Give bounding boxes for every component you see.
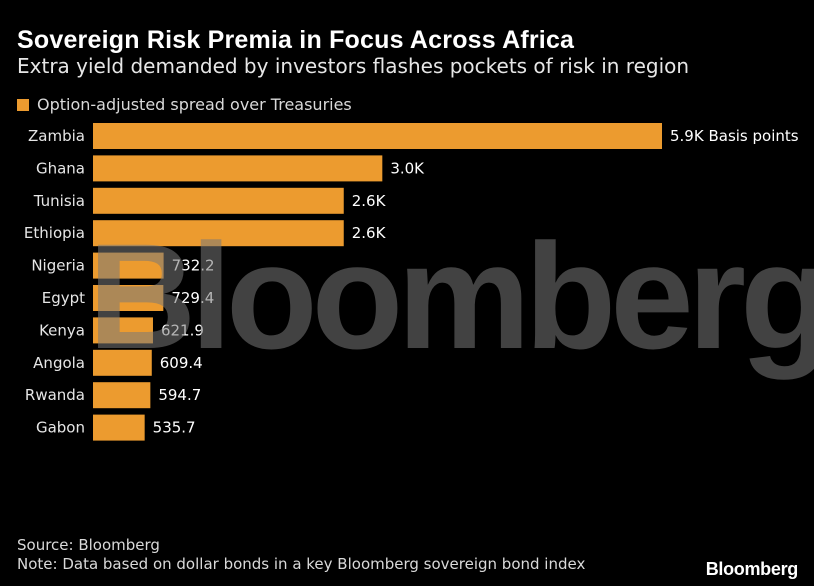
category-label-egypt: Egypt xyxy=(42,289,85,307)
bar-nigeria xyxy=(93,252,164,279)
bar-ghana xyxy=(93,155,383,182)
bloomberg-logo: Bloomberg xyxy=(705,559,799,579)
bar-zambia xyxy=(93,123,662,149)
category-label-nigeria: Nigeria xyxy=(31,257,85,275)
category-label-gabon: Gabon xyxy=(36,419,85,437)
chart-title: Sovereign Risk Premia in Focus Across Af… xyxy=(17,26,575,54)
value-label-angola: 609.4 xyxy=(160,354,203,372)
value-label-ghana: 3.0K xyxy=(390,159,425,177)
bar-angola xyxy=(93,349,152,376)
bar-gabon xyxy=(93,414,145,441)
chart-subtitle: Extra yield demanded by investors flashe… xyxy=(17,54,690,78)
bar-ethiopia xyxy=(93,220,344,247)
legend-label: Option-adjusted spread over Treasuries xyxy=(37,95,352,114)
bloomberg-watermark: Bloomberg xyxy=(88,212,814,380)
category-label-kenya: Kenya xyxy=(39,321,85,339)
category-label-zambia: Zambia xyxy=(28,127,85,145)
legend-swatch xyxy=(17,98,29,111)
category-label-ghana: Ghana xyxy=(36,159,85,177)
bar-egypt xyxy=(93,285,164,311)
value-label-kenya: 621.9 xyxy=(161,321,204,339)
value-label-nigeria: 732.2 xyxy=(172,257,215,275)
value-label-egypt: 729.4 xyxy=(171,289,214,307)
value-label-rwanda: 594.7 xyxy=(158,386,201,404)
value-label-tunisia: 2.6K xyxy=(352,192,387,210)
bar-rwanda xyxy=(93,382,151,409)
bar-tunisia xyxy=(93,187,344,214)
value-label-gabon: 535.7 xyxy=(153,419,196,437)
data-note: Note: Data based on dollar bonds in a ke… xyxy=(17,555,586,573)
category-label-ethiopia: Ethiopia xyxy=(24,224,85,242)
value-label-ethiopia: 2.6K xyxy=(352,224,387,242)
category-label-rwanda: Rwanda xyxy=(25,386,85,404)
category-label-tunisia: Tunisia xyxy=(33,192,85,210)
bar-kenya xyxy=(93,317,153,344)
source-note: Source: Bloomberg xyxy=(17,536,160,554)
value-label-zambia: 5.9K Basis points xyxy=(670,127,799,145)
category-label-angola: Angola xyxy=(33,354,85,372)
legend: Option-adjusted spread over Treasuries xyxy=(17,95,352,114)
